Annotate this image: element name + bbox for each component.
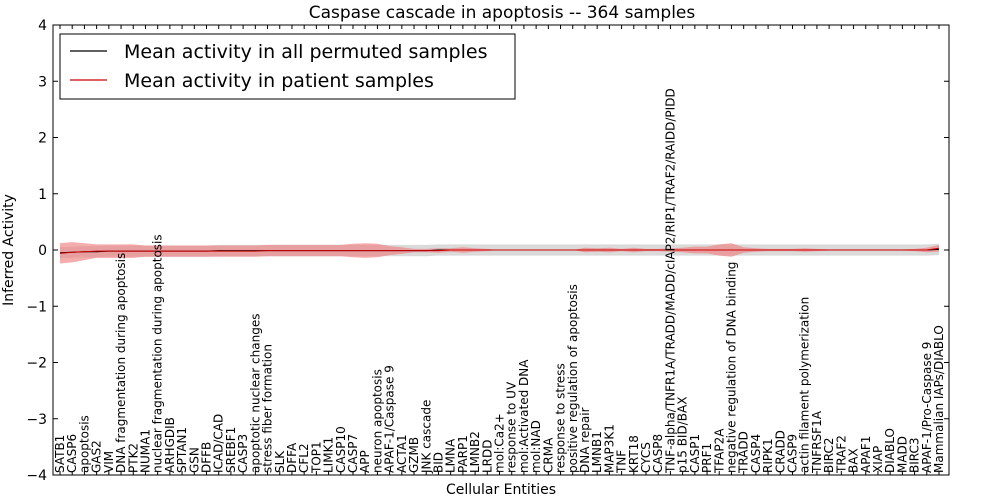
category-label: TRADD <box>737 431 751 474</box>
category-label: neuron apoptosis <box>370 369 384 473</box>
category-label: DFFA <box>285 442 299 473</box>
category-label: CASP6 <box>65 434 79 473</box>
category-label: BIRC3 <box>908 437 922 473</box>
category-label: GAS2 <box>90 440 104 473</box>
category-label: TNF-alpha/TNFR1A/TRADD/MADD/cIAP2/RIP1/T… <box>663 88 677 474</box>
category-label: CASP3 <box>236 434 250 473</box>
category-label: CASP4 <box>749 434 763 473</box>
category-label: NUMA1 <box>139 429 153 473</box>
category-label: JNK cascade <box>419 400 433 474</box>
line-series-1 <box>59 247 940 254</box>
category-label: BID <box>432 452 446 473</box>
category-label: DNA fragmentation during apoptosis <box>114 253 128 473</box>
category-label: apoptosis <box>77 415 91 473</box>
y-tick-label: 0 <box>38 243 47 259</box>
category-label: mol:Ca2+ <box>493 413 507 473</box>
legend-box <box>59 33 516 100</box>
category-label: response to stress <box>554 363 568 473</box>
category-label: TFAP2A <box>712 428 726 474</box>
y-tick-label: −2 <box>26 356 47 372</box>
y-axis-ticks: −4 −3 −2 −1 0 1 2 3 4 <box>26 18 949 484</box>
category-label: KRT18 <box>627 435 641 473</box>
category-label: SLK <box>273 450 287 473</box>
category-label: negative regulation of DNA binding <box>725 262 739 473</box>
category-label: LRDD <box>480 439 494 473</box>
category-label: nuclear fragmentation during apoptosis <box>151 234 165 473</box>
category-label: mol:NAD <box>529 420 543 473</box>
category-label: CASP1 <box>688 434 702 473</box>
category-label: APAF-1/Caspase 9 <box>383 365 397 473</box>
category-label: LMNA <box>444 438 458 473</box>
category-label: CYCS <box>639 442 653 473</box>
category-label: CASP10 <box>334 426 348 473</box>
category-label: LMNB2 <box>468 431 482 473</box>
legend: Mean activity in all permuted samples Mea… <box>59 33 516 100</box>
category-label: TRAF2 <box>834 435 848 474</box>
y-tick-label: −1 <box>26 299 47 315</box>
category-label: VIM <box>102 451 116 473</box>
series-lines <box>59 247 940 254</box>
category-label: DIABLO <box>883 428 897 473</box>
category-label: GZMB <box>407 437 421 473</box>
category-label: response to UV <box>505 381 519 473</box>
category-label: XIAP <box>871 446 885 473</box>
y-tick-label: −4 <box>26 468 47 484</box>
category-label: CASP7 <box>346 434 360 473</box>
category-label: CASP9 <box>786 434 800 473</box>
category-label: CFL2 <box>297 443 311 473</box>
category-label: LMNB1 <box>590 431 604 473</box>
category-label: stress fiber formation <box>261 344 275 473</box>
category-label: mol:Activated DNA <box>517 359 531 473</box>
category-label: ARHGDIB <box>163 417 177 473</box>
category-label: DNA repair <box>578 407 592 473</box>
category-label: TNFRSF1A <box>810 410 824 474</box>
category-label: APAF1 <box>859 436 873 473</box>
category-label: APAF-1/Pro-Caspase 9 <box>920 342 934 473</box>
category-label: ICAD/CAD <box>212 414 226 473</box>
category-label: PTK2 <box>126 443 140 473</box>
category-label: RIPK1 <box>761 438 775 473</box>
confidence-bands <box>60 242 939 264</box>
y-tick-label: −3 <box>26 412 47 428</box>
legend-label: Mean activity in patient samples <box>124 70 434 92</box>
category-label: CRMA <box>541 437 555 473</box>
category-label: PRF1 <box>700 443 714 473</box>
y-tick-label: 1 <box>38 187 47 203</box>
plot-frame <box>52 24 950 476</box>
chart-title: Caspase cascade in apoptosis -- 364 samp… <box>309 3 696 23</box>
category-label: MADD <box>895 436 909 473</box>
category-label: BAX <box>847 448 861 473</box>
category-label: Mammalian IAPs/DIABLO <box>932 325 946 473</box>
category-label: PARP1 <box>456 435 470 473</box>
category-label: SREBF1 <box>224 427 238 473</box>
band-series-1 <box>60 242 939 264</box>
category-label: GSN <box>187 447 201 473</box>
category-label: apoptotic nuclear changes <box>248 314 262 473</box>
category-label: LIMK1 <box>322 437 336 473</box>
category-label: ACTA1 <box>395 434 409 473</box>
category-label: MAP3K1 <box>602 424 616 473</box>
category-label: CRADD <box>773 430 787 473</box>
category-label: p15 BID/BAX <box>676 397 690 473</box>
category-label: actin filament polymerization <box>798 297 812 473</box>
category-label: CASP8 <box>651 434 665 473</box>
category-label: TOP1 <box>309 441 323 474</box>
y-tick-label: 2 <box>38 131 47 147</box>
legend-label: Mean activity in all permuted samples <box>124 41 487 63</box>
category-label: TNF <box>615 450 629 474</box>
category-label: DFFB <box>200 442 214 473</box>
category-label: APP <box>358 450 372 473</box>
y-tick-label: 4 <box>38 18 47 34</box>
category-label: SPTAN1 <box>175 427 189 473</box>
y-axis-label: Inferred Activity <box>1 194 17 306</box>
x-axis-label: Cellular Entities <box>446 482 556 498</box>
category-label: positive regulation of apoptosis <box>566 284 580 473</box>
y-tick-label: 3 <box>38 74 47 90</box>
category-label: SATB1 <box>53 435 67 473</box>
category-label: BIRC2 <box>822 437 836 473</box>
